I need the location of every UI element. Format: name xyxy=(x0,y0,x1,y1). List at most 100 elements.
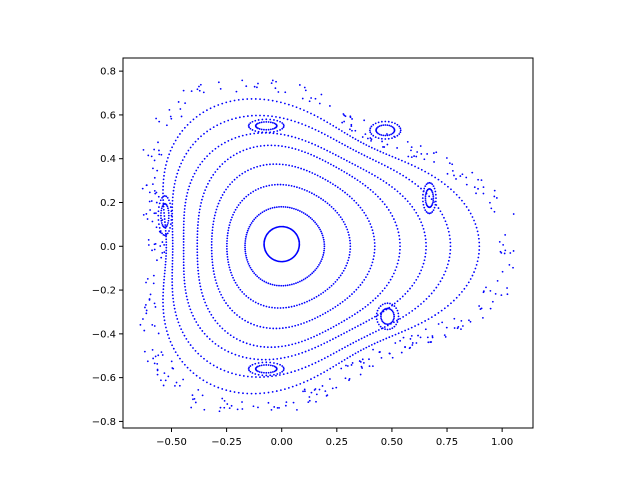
data-point xyxy=(313,335,315,338)
chaotic-point xyxy=(221,397,224,400)
data-point xyxy=(369,223,372,225)
island-point xyxy=(161,223,164,226)
data-point xyxy=(425,245,427,248)
chaotic-point xyxy=(257,82,259,85)
data-point xyxy=(359,309,362,312)
data-point xyxy=(308,275,310,277)
chaotic-point xyxy=(315,400,317,403)
data-point xyxy=(171,265,174,268)
data-point xyxy=(354,164,357,166)
data-point xyxy=(182,261,185,264)
chaotic-point xyxy=(219,406,222,409)
data-point xyxy=(287,134,290,137)
data-point xyxy=(336,211,339,214)
island-point xyxy=(378,323,380,326)
island-point xyxy=(247,367,250,370)
data-point xyxy=(370,226,373,228)
island-point xyxy=(169,227,171,229)
data-point xyxy=(341,142,344,145)
island-point xyxy=(426,190,428,192)
data-point xyxy=(323,119,326,122)
island-point xyxy=(160,209,163,212)
data-point xyxy=(330,163,332,166)
data-point xyxy=(259,98,261,101)
data-point xyxy=(324,290,327,292)
data-point xyxy=(271,390,274,393)
data-point xyxy=(476,260,479,263)
data-point xyxy=(226,234,229,237)
data-point xyxy=(447,304,449,307)
island-point xyxy=(391,310,394,313)
data-point xyxy=(395,224,398,227)
y-tick-label: −0.4 xyxy=(92,329,116,340)
chaotic-point xyxy=(142,318,144,320)
chaotic-point xyxy=(236,408,239,411)
data-point xyxy=(197,221,200,223)
island-point xyxy=(393,315,396,318)
chaotic-point xyxy=(308,399,311,402)
data-point xyxy=(251,114,253,117)
data-point xyxy=(177,169,180,172)
chaotic-point xyxy=(284,404,287,407)
data-point xyxy=(334,305,337,308)
data-point xyxy=(473,271,475,273)
data-point xyxy=(260,358,263,361)
data-point xyxy=(212,126,215,129)
data-point xyxy=(417,305,420,308)
data-point xyxy=(210,313,213,316)
island-point xyxy=(281,122,284,124)
data-point xyxy=(338,167,340,170)
data-point xyxy=(165,160,168,163)
data-point xyxy=(273,183,276,186)
data-point xyxy=(372,258,375,261)
chaotic-point xyxy=(202,91,205,94)
data-point xyxy=(316,116,319,118)
data-point xyxy=(182,226,185,229)
data-point xyxy=(284,102,286,105)
data-point xyxy=(313,376,316,379)
data-point xyxy=(287,306,290,309)
data-point xyxy=(317,294,320,297)
data-point xyxy=(224,330,226,332)
data-point xyxy=(226,258,229,261)
data-point xyxy=(245,256,248,259)
data-point xyxy=(257,188,260,190)
data-point xyxy=(248,225,251,228)
data-point xyxy=(205,304,208,307)
chaotic-point xyxy=(277,91,280,93)
data-point xyxy=(351,354,354,356)
chaotic-point xyxy=(343,120,346,123)
data-point xyxy=(233,211,236,214)
chaotic-point xyxy=(276,406,279,409)
data-point xyxy=(231,309,234,312)
island-point xyxy=(396,321,399,323)
island-point xyxy=(425,202,428,205)
data-point xyxy=(185,198,187,201)
data-point xyxy=(180,328,183,330)
chaotic-point xyxy=(154,355,157,358)
island-point xyxy=(428,212,431,215)
data-point xyxy=(474,223,477,225)
x-tick-label: 1.00 xyxy=(491,437,513,448)
data-point xyxy=(241,291,244,293)
data-point xyxy=(318,157,321,160)
data-point xyxy=(263,144,266,147)
data-point xyxy=(218,165,221,168)
data-point xyxy=(190,311,193,314)
data-point xyxy=(182,258,185,261)
data-point xyxy=(367,303,369,306)
data-point xyxy=(194,349,197,352)
data-point xyxy=(362,142,365,145)
chaotic-point xyxy=(152,357,155,360)
data-point xyxy=(211,258,214,261)
data-point xyxy=(376,314,379,316)
data-point xyxy=(271,184,273,186)
island-point xyxy=(166,223,169,226)
data-point xyxy=(174,179,177,182)
chaotic-point xyxy=(245,85,248,88)
data-point xyxy=(402,174,405,177)
data-point xyxy=(210,249,213,252)
data-point xyxy=(250,392,253,395)
data-point xyxy=(287,103,290,106)
data-point xyxy=(300,211,303,213)
